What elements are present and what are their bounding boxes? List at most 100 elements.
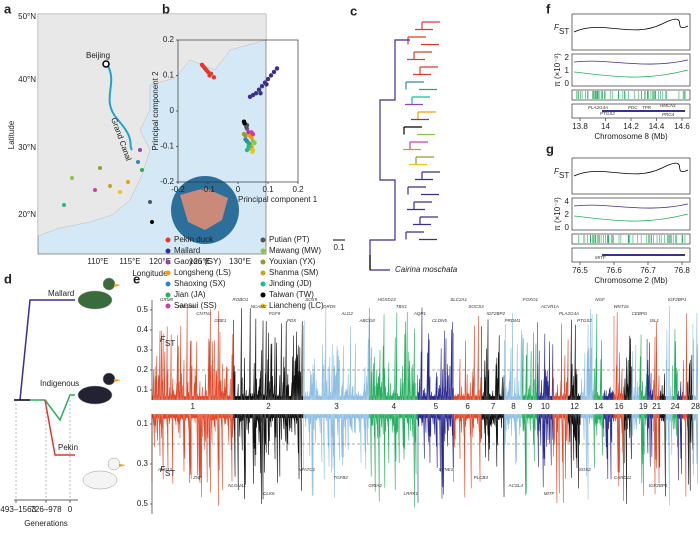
branch-pekin [44,399,75,456]
x-axis-title: Chromosome 8 (Mb) [594,132,668,141]
duck-bill [119,464,126,467]
gene-label: SOX9 [305,297,318,302]
beijing [102,60,110,68]
gene-label: TGFB2 [333,475,348,480]
population-site [148,200,152,204]
legend-swatch [260,270,266,276]
gene-label: NFATC1 [298,467,315,472]
manhattan-top-texture [677,381,683,401]
gene-label: CLDN5 [432,318,447,323]
manhattan-top-texture [613,312,624,401]
panel-letter: b [162,1,170,16]
gene-label: CARD11 [614,475,632,480]
x-tick-label: 14.4 [649,122,665,131]
manhattan-top-texture [687,354,693,401]
fst-line [573,18,689,33]
point [243,133,248,139]
land [37,13,267,237]
population-site [126,180,130,184]
x-axis-title: Chromosome 2 (Mb) [594,276,668,285]
y-axis-subscript: ST [165,469,175,478]
duck-bill [114,284,121,287]
legend-label: Shanma (SM) [269,268,319,277]
manhattan-top-texture [369,307,418,401]
manhattan-top-texture [151,307,234,401]
point [259,83,265,89]
point [211,75,217,80]
generation-tick-label: 0 [68,505,73,514]
x-tick-label: 125°E [189,257,211,266]
gene-label: IGF2BP2 [486,311,505,316]
panel-letter: c [350,3,357,18]
point [258,91,263,96]
x-tick-label: 14.2 [623,122,639,131]
fst-label: F [554,23,560,32]
axis-title: Generations [24,519,68,528]
chromosome-label: 14 [594,402,603,411]
manhattan-bottom-texture [672,413,678,436]
gene-label: TBX1 [396,304,408,309]
chromosome-label: 8 [511,402,516,411]
legend-label: Shaoxing (SX) [174,279,226,288]
chromosome-label: 5 [434,402,439,411]
x-tick-label: 0 [236,185,241,194]
y-tick-label: 50°N [18,12,36,21]
x-tick-label: 0.1 [262,185,274,194]
point [249,135,254,140]
manhattan-bottom-texture [522,413,538,496]
gene-label: CLK6 [263,491,275,496]
gene-label: FOXO1 [523,297,539,302]
legend-label: Longsheng (LS) [174,268,231,277]
manhattan-top-texture [672,329,678,401]
chromosome-label: 24 [671,402,680,411]
point [271,69,277,75]
pi-frame [571,53,691,87]
manhattan-bottom-texture [659,413,666,497]
x-axis-title: Principal component 1 [238,195,318,204]
y-tick-label: 0.3 [137,459,149,468]
fst-frame [571,157,691,195]
manhattan-top-texture [665,305,673,401]
point [265,76,271,82]
manhattan-bottom-texture [682,413,688,497]
pi-tick-label: 2 [565,210,570,219]
duck-head [102,277,116,291]
chromosome-label: 19 [639,402,648,411]
gene-label: CNTN1 [196,311,211,316]
gene-label: ACSL4 [508,483,524,488]
fst-label: F [554,167,560,176]
manhattan-bottom-texture [453,413,482,498]
branch-label: Pekin [58,443,78,452]
population-site [118,190,122,194]
manhattan-top-texture [631,344,640,401]
fst-line [573,162,689,177]
manhattan-bottom-texture [653,413,660,495]
manhattan-top-texture [481,319,505,401]
point [264,82,269,87]
gene-label: SOCS3 [468,304,484,309]
point [256,87,262,92]
gene-label: ALG2 [340,311,353,316]
legend-label: Taiwan (TW) [269,290,314,299]
branch-label: Indigenous [40,379,79,388]
gene-label: PTGS2 [577,318,592,323]
gene-label: GRM8 [160,297,173,302]
fst-subscript: ST [559,171,569,180]
gene-label: GRIA2 [368,483,382,488]
manhattan-top-texture [303,308,370,401]
y-axis-title: F [160,335,166,344]
point [242,121,247,126]
x-tick-label: 14.6 [674,122,690,131]
legend-swatch [165,270,171,276]
y-tick-label: 0.3 [137,345,149,354]
legend-label: Jian (JA) [174,290,206,299]
gene-label: DRD5 [323,304,336,309]
manhattan-top-texture [593,313,604,401]
gene-label: LRRK1 [403,491,418,496]
population-site [93,188,97,192]
generation-tick-label: 1493–1563 [0,505,37,514]
pi-frame [571,197,691,231]
gene-label: PLCB4 [474,475,489,480]
population-site [140,168,144,172]
chromosome-label: 21 [652,402,661,411]
